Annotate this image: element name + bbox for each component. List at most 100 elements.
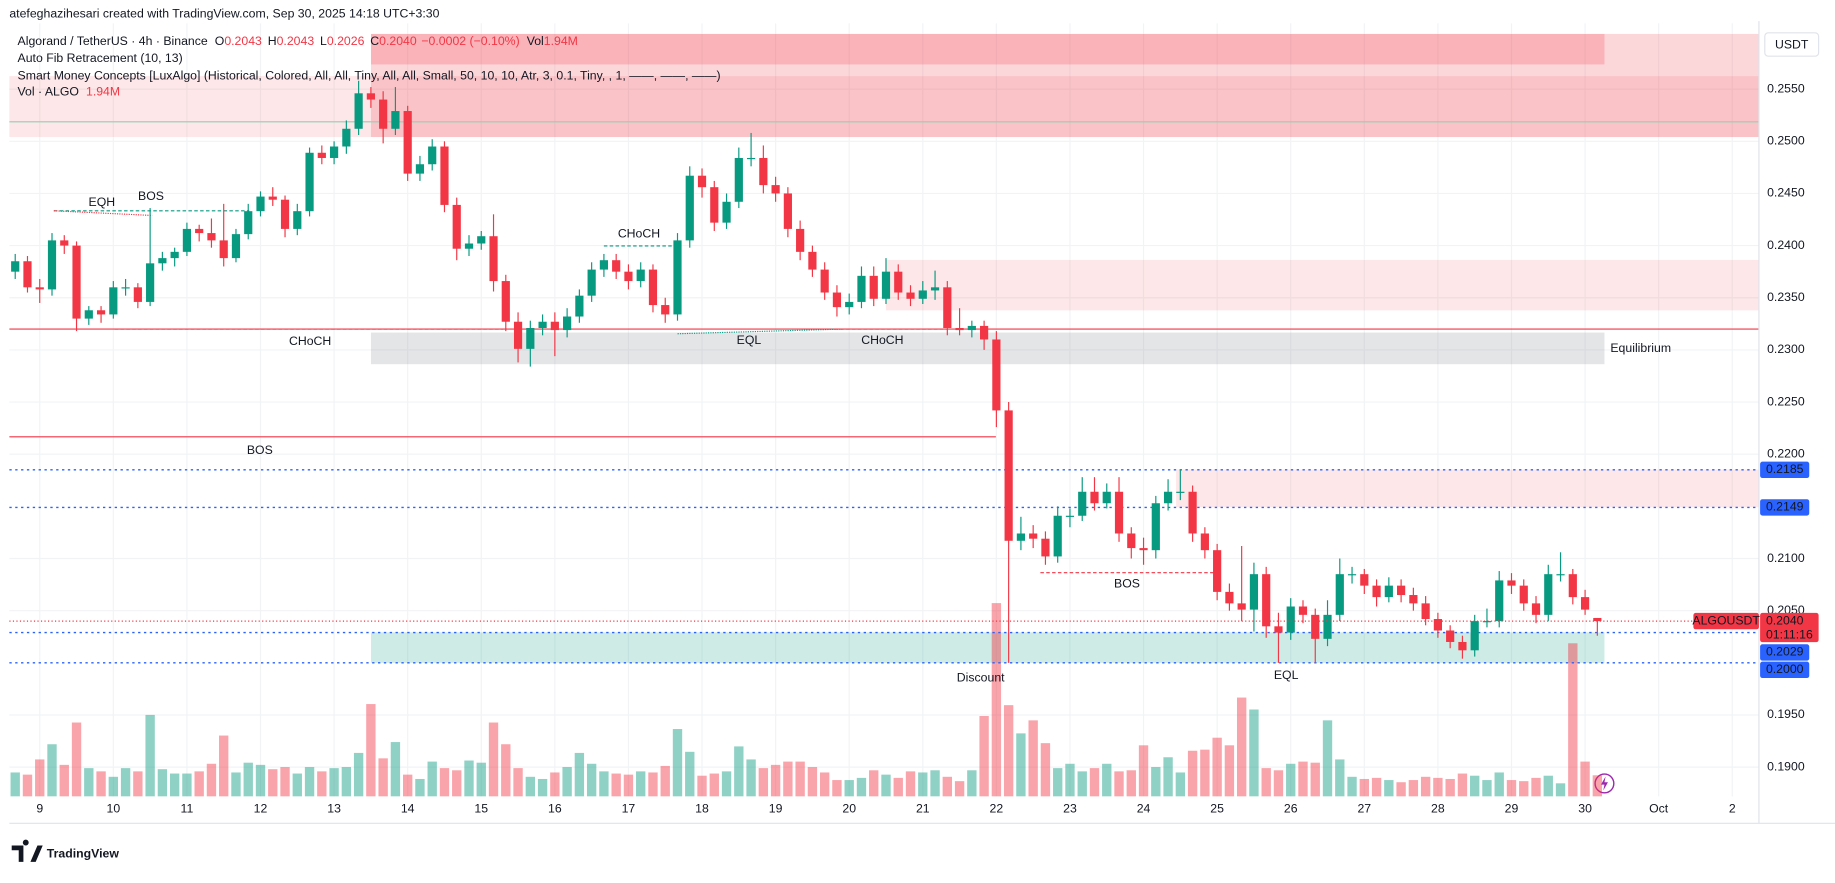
candle-body [415,164,425,174]
y-tick-label: 0.2100 [1767,551,1805,565]
candle-body [1004,410,1013,541]
brand-logo: TradingView [11,839,120,862]
currency-button[interactable] [1764,32,1820,57]
volume-bar [1519,781,1529,797]
candle-body [84,310,93,319]
volume-bar [415,778,425,797]
candle-body [133,287,142,302]
candle-body [72,245,81,319]
volume-bar [623,774,634,797]
volume-bar [721,771,732,797]
candle-body [47,240,57,290]
x-tick-label: 21 [916,801,930,815]
annotation: EQL [1274,668,1299,682]
close: 0.2040 [379,34,417,48]
candle-body [1470,621,1479,651]
candle-body [673,240,682,315]
volume-bar [35,759,45,797]
candle-body [1335,574,1344,615]
candle-body [624,271,633,282]
candle-body [464,243,474,249]
candle-body [1274,626,1283,633]
candle-body [428,146,437,165]
volume-bar [1531,777,1541,797]
volume-bar [1310,762,1320,797]
candle-body [1458,641,1467,651]
y-tick-label: 0.2250 [1767,394,1805,408]
candle-body [1360,574,1369,586]
price-tag-box [1760,612,1819,643]
candle-body [354,93,363,129]
candle-body [23,261,32,288]
volume-bar [120,768,131,797]
candle-body [1384,585,1393,598]
logo-mark [11,839,43,862]
currency[interactable]: USDT [1775,37,1809,51]
volume-bar [1273,770,1284,797]
candle-body [575,295,584,317]
brand: TradingView [47,847,120,861]
volume-bar [1384,780,1394,797]
volume-bar [1408,780,1419,797]
x-tick-label: 10 [106,801,120,815]
volume-bar [1053,768,1063,797]
volume-bar [1175,772,1186,797]
volume-bar [893,777,903,797]
volume-bar [1114,771,1124,797]
volume-bar [366,704,376,797]
volume-bar [844,780,854,797]
candle-body [403,111,412,174]
candle-body [1556,574,1565,576]
y-tick-label: 0.2400 [1767,238,1805,252]
volume-bar [979,716,989,797]
symbol: Algorand / TetherUS · 4h · Binance [18,34,208,48]
volume-bar [636,771,646,797]
candle-body [1262,574,1271,627]
candle-body [845,301,854,308]
candle-body [1531,603,1541,615]
volume-bar [329,768,339,797]
volume-bar [1420,776,1431,797]
candle-body [943,287,952,328]
volume-bar [660,765,670,797]
annotation: CHoCH [861,333,903,347]
candle-body [587,269,596,296]
x-tick-label: Oct [1649,801,1669,815]
candle-body [832,292,842,308]
x-tick-label: 14 [401,801,415,815]
low-label: L [320,34,327,48]
annotation: Discount [957,670,1005,684]
candle-body [1102,491,1111,504]
candle-body [1421,603,1430,620]
candle-body [783,193,792,229]
open-label: O [215,34,225,48]
candle-body [1323,614,1332,639]
annotation: BOS [138,189,164,203]
candle-body [612,260,621,272]
grid [9,23,1759,797]
zones [9,33,1759,663]
candle-body [1213,550,1222,592]
candle-body [1286,606,1295,633]
volume-bar [918,772,928,797]
candle-body [918,290,927,299]
candle-body [771,185,780,194]
candle-body [930,287,940,291]
candle-body [366,93,375,100]
volume-bar [685,751,695,797]
candle-body [1568,574,1577,598]
candle-body [1507,580,1516,586]
x-tick-label: 20 [842,801,856,815]
open: 0.2043 [224,34,262,48]
y-tick-label: 0.1900 [1767,759,1805,773]
volume-bar [574,752,585,797]
volume-bar [157,769,168,797]
symbol-tag-box [1693,612,1759,630]
x-tick-label: 17 [622,801,636,815]
candle-body [256,196,265,212]
volume-bar [525,776,536,797]
level-tag [1760,661,1810,679]
volume-bar [231,772,241,797]
candle-body [1065,515,1075,517]
candle-body [661,305,670,315]
